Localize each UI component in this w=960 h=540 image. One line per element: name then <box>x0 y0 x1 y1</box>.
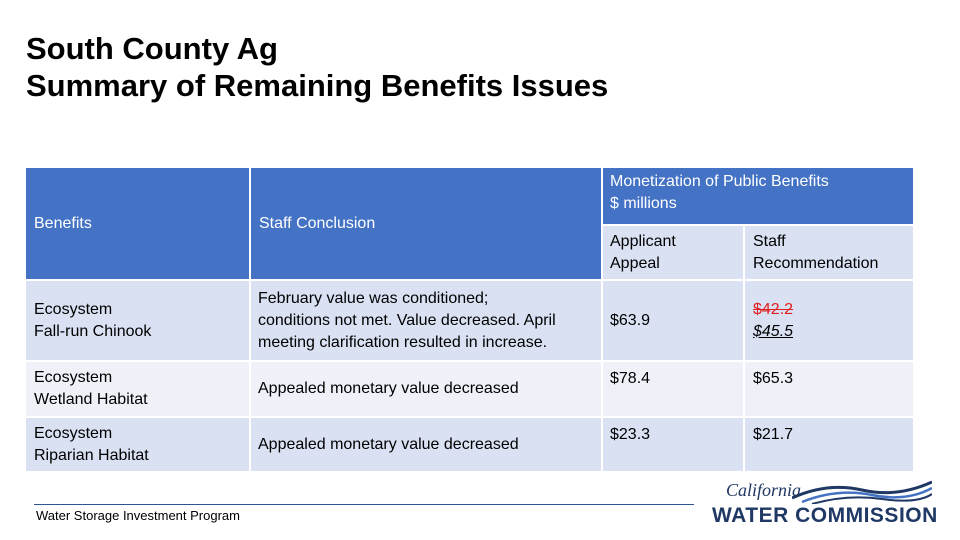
logo-california-text: California <box>726 480 802 500</box>
header-benefits: Benefits <box>26 168 249 279</box>
title-line-2: Summary of Remaining Benefits Issues <box>26 68 609 103</box>
row-1-conclusion: February value was conditioned; conditio… <box>251 281 601 360</box>
page-title: South County Ag Summary of Remaining Ben… <box>26 30 608 104</box>
wave-icon <box>792 480 932 504</box>
row-2-applicant-value: $78.4 <box>610 370 651 387</box>
header-monetization: Monetization of Public Benefits $ millio… <box>603 168 913 224</box>
header-applicant-line2: Appeal <box>610 255 660 272</box>
header-staff-recommendation: Staff Recommendation <box>745 226 913 279</box>
row-1-staff-old-value: $42.2 <box>753 300 794 318</box>
row-2-applicant: $78.4 <box>603 362 743 416</box>
row-1-benefit-line1: Ecosystem <box>34 300 113 318</box>
footer-divider <box>34 504 694 505</box>
header-applicant-line1: Applicant <box>610 233 676 250</box>
row-1-conclusion-line2: conditions not met. Value decreased. Apr… <box>258 311 556 329</box>
footer-program-name: Water Storage Investment Program <box>36 508 240 523</box>
header-monetization-line2: $ millions <box>610 195 677 212</box>
header-staff-conclusion: Staff Conclusion <box>251 168 601 279</box>
logo-commission-text: WATER COMMISSION <box>712 504 938 527</box>
header-staff-rec-line1: Staff <box>753 233 786 250</box>
header-benefits-label: Benefits <box>34 214 92 232</box>
row-3-applicant: $23.3 <box>603 418 743 471</box>
row-3-benefit-line1: Ecosystem <box>34 424 113 442</box>
water-commission-logo: California WATER COMMISSION <box>712 478 937 530</box>
row-2-benefit-line1: Ecosystem <box>34 369 113 386</box>
header-staff-rec-line2: Recommendation <box>753 255 879 272</box>
row-2-benefit-line2: Wetland Habitat <box>34 391 148 408</box>
row-3-benefit: Ecosystem Riparian Habitat <box>26 418 249 471</box>
row-1-applicant: $63.9 <box>603 281 743 360</box>
header-applicant-appeal: Applicant Appeal <box>603 226 743 279</box>
header-staff-conclusion-label: Staff Conclusion <box>259 214 376 232</box>
row-1-benefit: Ecosystem Fall-run Chinook <box>26 281 249 360</box>
row-3-benefit-line2: Riparian Habitat <box>34 446 149 464</box>
row-2-conclusion-text: Appealed monetary value decreased <box>258 380 519 397</box>
row-3-conclusion: Appealed monetary value decreased <box>251 418 601 471</box>
row-3-staff-value: $21.7 <box>753 426 794 443</box>
row-1-applicant-value: $63.9 <box>610 311 651 329</box>
row-2-conclusion: Appealed monetary value decreased <box>251 362 601 416</box>
row-1-staff-rec: $42.2 $45.5 <box>745 281 913 360</box>
row-1-conclusion-line3: meeting clarification resulted in increa… <box>258 333 548 351</box>
row-3-applicant-value: $23.3 <box>610 426 651 443</box>
row-3-staff-rec: $21.7 <box>745 418 913 471</box>
title-line-1: South County Ag <box>26 31 278 66</box>
row-2-benefit: Ecosystem Wetland Habitat <box>26 362 249 416</box>
row-1-staff-new-value: $45.5 <box>753 322 794 340</box>
row-3-conclusion-text: Appealed monetary value decreased <box>258 436 519 453</box>
header-monetization-line1: Monetization of Public Benefits <box>610 173 829 190</box>
row-1-benefit-line2: Fall-run Chinook <box>34 322 152 340</box>
row-2-staff-value: $65.3 <box>753 370 794 387</box>
row-1-conclusion-line1: February value was conditioned; <box>258 289 489 307</box>
row-2-staff-rec: $65.3 <box>745 362 913 416</box>
